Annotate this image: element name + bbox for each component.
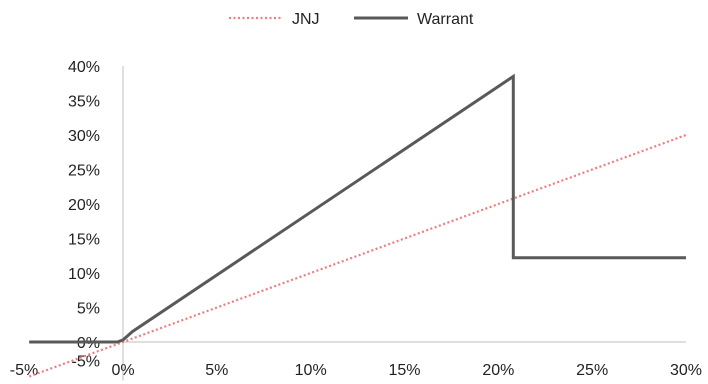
series-line-warrant xyxy=(29,73,686,344)
y-tick-label: 35% xyxy=(68,94,100,111)
legend: JNJ Warrant xyxy=(229,11,474,28)
x-tick-label: 25% xyxy=(576,362,608,379)
legend-label: Warrant xyxy=(417,11,474,28)
x-tick-label: 5% xyxy=(205,362,228,379)
x-tick-label: 0% xyxy=(111,362,134,379)
y-tick-label: 5% xyxy=(77,301,100,318)
y-tick-label: -5% xyxy=(72,354,100,371)
series-layer xyxy=(28,73,687,378)
y-tick-label: 25% xyxy=(68,163,100,180)
x-tick-label: 10% xyxy=(295,362,327,379)
y-tick-label: 20% xyxy=(68,197,100,214)
legend-item-warrant: Warrant xyxy=(354,11,474,28)
x-tick-label: 20% xyxy=(482,362,514,379)
x-tick-label: 30% xyxy=(670,362,702,379)
y-tick-label: 30% xyxy=(68,128,100,145)
x-tick-label: -5% xyxy=(10,362,38,379)
y-tick-label: 40% xyxy=(68,59,100,76)
x-tick-label: 15% xyxy=(388,362,420,379)
y-tick-label: 15% xyxy=(68,232,100,249)
axes: -5%0%5%10%15%20%25%30%35%40%-5% 0% 5% 10% 15… xyxy=(10,59,702,381)
series-line-jnj xyxy=(28,133,687,378)
legend-item-jnj: JNJ xyxy=(229,11,320,28)
y-tick-label: 10% xyxy=(68,266,100,283)
legend-label: JNJ xyxy=(292,11,320,28)
